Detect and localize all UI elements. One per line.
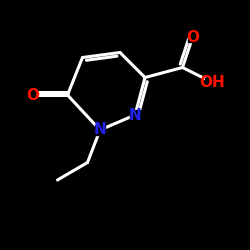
Bar <box>188 33 197 42</box>
Text: N: N <box>128 108 141 122</box>
Bar <box>95 125 105 135</box>
Text: O: O <box>26 88 39 102</box>
Bar <box>205 78 220 87</box>
Bar <box>130 110 140 120</box>
Bar <box>28 90 37 100</box>
Text: N: N <box>94 122 106 138</box>
Text: OH: OH <box>200 75 226 90</box>
Text: O: O <box>186 30 199 45</box>
